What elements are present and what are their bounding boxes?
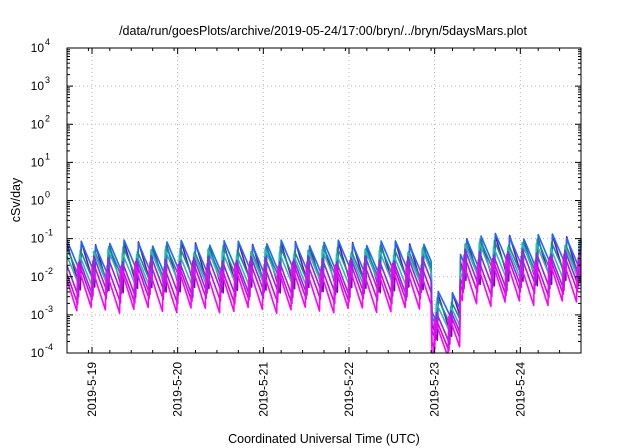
x-ticks: 2019-5-19 2019-5-20 2019-5-21 2019-5-22 2019… [66,48,582,417]
y-tick-label: 10 [31,155,45,169]
y-tick-exponent: -3 [45,304,53,314]
y-tick-label: 10 [31,346,45,360]
x-tick-label: 2019-5-22 [342,362,356,417]
y-tick-label: 10 [31,41,45,55]
series-line [66,253,582,352]
y-tick-exponent: 3 [45,75,50,85]
series-line [66,248,582,346]
x-tick-label: 2019-5-20 [171,362,185,417]
series-line [66,258,582,354]
y-tick-exponent: 0 [45,190,50,200]
y-tick-exponent: 2 [45,113,50,123]
y-tick-label: 10 [31,194,45,208]
x-tick-label: 2019-5-21 [256,362,270,417]
x-tick-label: 2019-5-19 [85,362,99,417]
y-axis-label: cSv/day [9,177,23,222]
y-tick-label: 10 [31,79,45,93]
y-tick-label: 10 [31,270,45,284]
series-line [66,238,582,327]
y-tick-exponent: -2 [45,266,53,276]
series-line [66,241,582,334]
y-tick-label: 10 [31,117,45,131]
chart-title: /data/run/goesPlots/archive/2019-05-24/1… [119,24,527,38]
y-tick-exponent: -4 [45,342,53,352]
y-tick-exponent: 4 [45,37,50,47]
x-tick-label: 2019-5-23 [428,362,442,417]
y-tick-exponent: 1 [45,151,50,161]
x-tick-label: 2019-5-24 [513,362,527,417]
y-tick-label: 10 [31,232,45,246]
y-tick-exponent: -1 [45,228,53,238]
series-line [66,232,582,324]
x-axis-label: Coordinated Universal Time (UTC) [228,432,420,446]
y-tick-label: 10 [31,308,45,322]
series-layer [66,232,582,354]
grid [67,48,581,353]
